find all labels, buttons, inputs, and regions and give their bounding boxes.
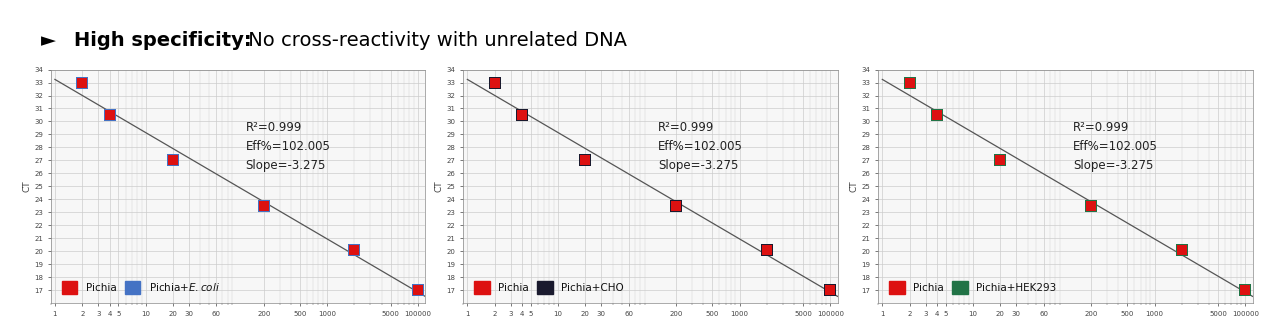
Point	[575, 158, 595, 163]
Point	[575, 158, 595, 163]
Point	[926, 112, 947, 118]
Point	[511, 112, 532, 118]
Point	[820, 288, 840, 293]
Point	[72, 80, 93, 85]
Point	[162, 158, 183, 163]
Y-axis label: CT: CT	[435, 181, 444, 192]
Point	[666, 204, 687, 209]
Legend: Pichia, Pichia+$\it{E.coli}$: Pichia, Pichia+$\it{E.coli}$	[60, 279, 222, 296]
Point	[1235, 288, 1255, 293]
Point	[756, 247, 777, 252]
Point	[926, 112, 947, 118]
Point	[900, 80, 920, 85]
Point	[485, 80, 505, 85]
Y-axis label: CT: CT	[850, 181, 859, 192]
Point	[756, 247, 777, 252]
Point	[1235, 288, 1255, 293]
Point	[344, 247, 364, 252]
Text: R²=0.999
Eff%=102.005
Slope=-3.275: R²=0.999 Eff%=102.005 Slope=-3.275	[657, 121, 742, 172]
Point	[485, 80, 505, 85]
Point	[407, 288, 428, 293]
Point	[666, 204, 687, 209]
Point	[990, 158, 1010, 163]
Point	[254, 204, 274, 209]
Point	[511, 112, 532, 118]
Text: High specificity:: High specificity:	[74, 31, 251, 50]
Text: No cross-reactivity with unrelated DNA: No cross-reactivity with unrelated DNA	[242, 31, 627, 50]
Point	[820, 288, 840, 293]
Point	[344, 247, 364, 252]
Point	[1081, 204, 1101, 209]
Text: ►: ►	[41, 31, 56, 50]
Y-axis label: CT: CT	[23, 181, 32, 192]
Legend: Pichia, Pichia+CHO: Pichia, Pichia+CHO	[472, 279, 626, 296]
Point	[407, 288, 428, 293]
Point	[162, 158, 183, 163]
Point	[254, 204, 274, 209]
Point	[99, 112, 119, 118]
Point	[72, 80, 93, 85]
Text: R²=0.999
Eff%=102.005
Slope=-3.275: R²=0.999 Eff%=102.005 Slope=-3.275	[1072, 121, 1157, 172]
Point	[1171, 247, 1192, 252]
Point	[1081, 204, 1101, 209]
Point	[900, 80, 920, 85]
Text: R²=0.999
Eff%=102.005
Slope=-3.275: R²=0.999 Eff%=102.005 Slope=-3.275	[245, 121, 330, 172]
Point	[1171, 247, 1192, 252]
Point	[99, 112, 119, 118]
Legend: Pichia, Pichia+HEK293: Pichia, Pichia+HEK293	[887, 279, 1058, 296]
Point	[990, 158, 1010, 163]
